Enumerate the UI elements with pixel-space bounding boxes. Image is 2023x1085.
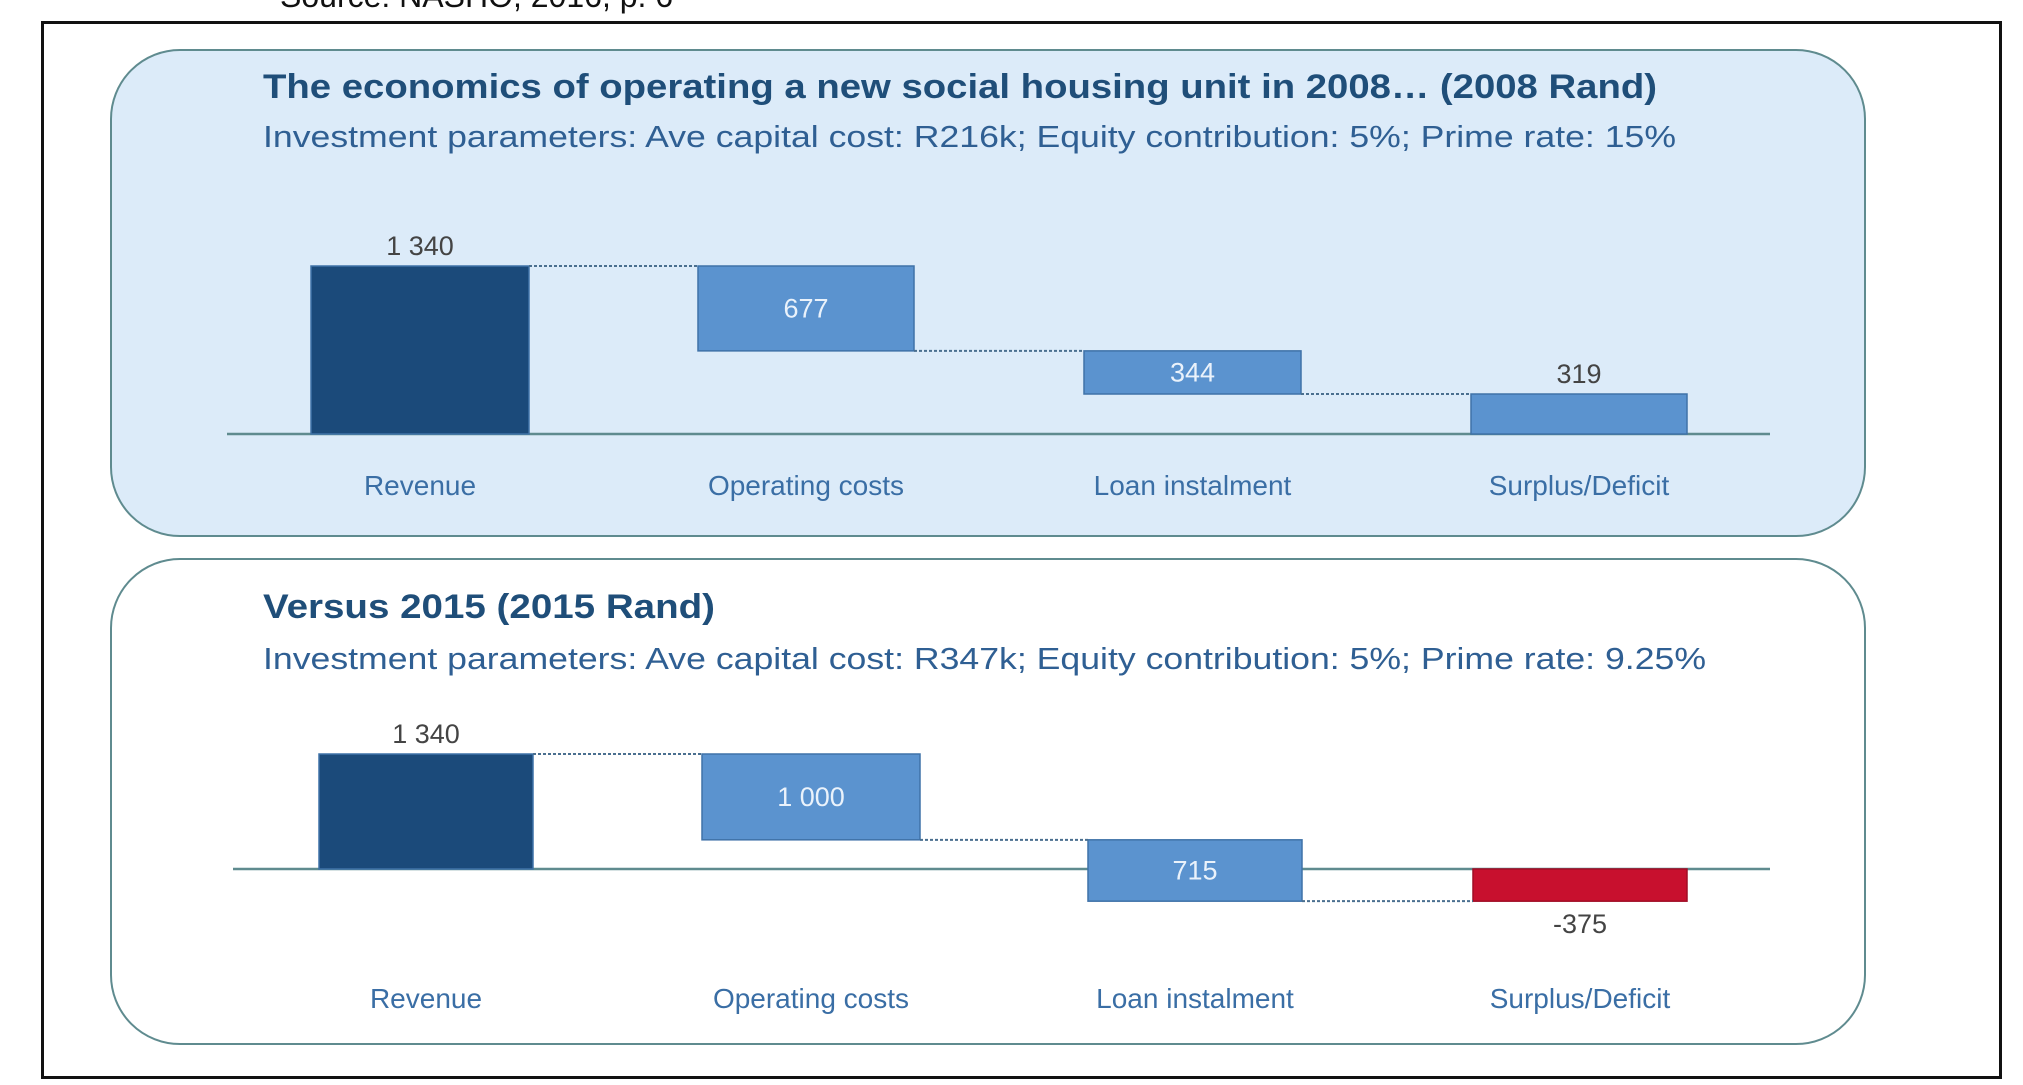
category-label: Revenue: [364, 470, 476, 501]
category-label: Operating costs: [713, 983, 909, 1014]
data-label: 677: [783, 293, 828, 323]
chart-subtitle: Investment parameters: Ave capital cost:…: [263, 641, 1706, 676]
data-label: 1 340: [386, 231, 454, 261]
category-label: Loan instalment: [1094, 470, 1292, 501]
bar-revenue: [310, 265, 530, 435]
data-label: 1 000: [777, 782, 845, 812]
category-label: Operating costs: [708, 470, 904, 501]
bar-surplus-deficit: [1472, 868, 1688, 902]
bar-surplus-deficit: [1470, 393, 1688, 435]
data-label: 1 340: [392, 719, 460, 749]
bar-operating-costs: [697, 265, 915, 352]
bar-revenue: [318, 753, 534, 870]
bar-loan-instalment: [1087, 839, 1303, 902]
data-label: 319: [1556, 359, 1601, 389]
category-label: Revenue: [370, 983, 482, 1014]
category-label: Loan instalment: [1096, 983, 1294, 1014]
chart-subtitle: Investment parameters: Ave capital cost:…: [263, 119, 1676, 154]
chart-title: The economics of operating a new social …: [263, 68, 1657, 106]
source-note: Source: NASHO, 2016, p. 6: [280, 0, 673, 15]
category-label: Surplus/Deficit: [1489, 470, 1670, 501]
figure-frame: [41, 21, 2002, 1079]
data-label: -375: [1553, 909, 1607, 939]
bar-operating-costs: [701, 753, 921, 841]
data-label: 715: [1172, 856, 1217, 886]
chart-title: Versus 2015 (2015 Rand): [263, 588, 715, 626]
data-label: 344: [1170, 357, 1215, 387]
bar-loan-instalment: [1083, 350, 1302, 395]
category-label: Surplus/Deficit: [1490, 983, 1671, 1014]
